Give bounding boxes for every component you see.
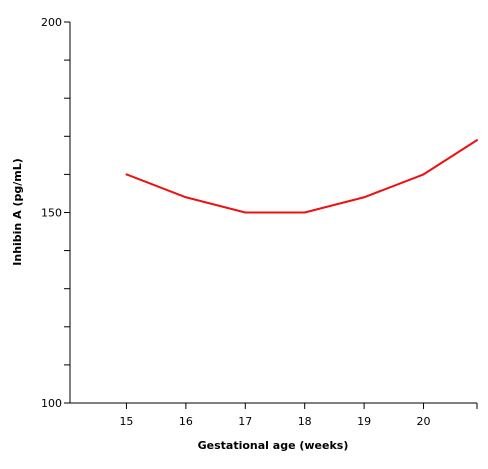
x-tick-label: 16 [179,415,193,428]
x-tick-label: 18 [298,415,312,428]
series-layer [125,139,478,214]
x-tick-label: 17 [238,415,252,428]
y-tick-label: 200 [41,16,62,29]
series-line [126,139,478,214]
y-axis-title: Inhibin A (pg/mL) [11,158,24,265]
x-tick-label: 20 [417,415,431,428]
data-point [244,211,247,214]
y-tick-label: 100 [41,397,62,410]
y-tick-label: 150 [41,207,62,220]
data-point [363,196,366,199]
data-point [184,196,187,199]
ticks [64,21,478,409]
tick-labels: 100 150 200 15 16 17 18 19 20 [41,16,431,428]
data-point [476,139,478,142]
data-point [125,173,128,176]
x-tick-label: 15 [119,415,133,428]
x-axis-title: Gestational age (weeks) [198,439,349,452]
x-tick-label: 19 [357,415,371,428]
data-point [422,173,425,176]
data-point [303,211,306,214]
